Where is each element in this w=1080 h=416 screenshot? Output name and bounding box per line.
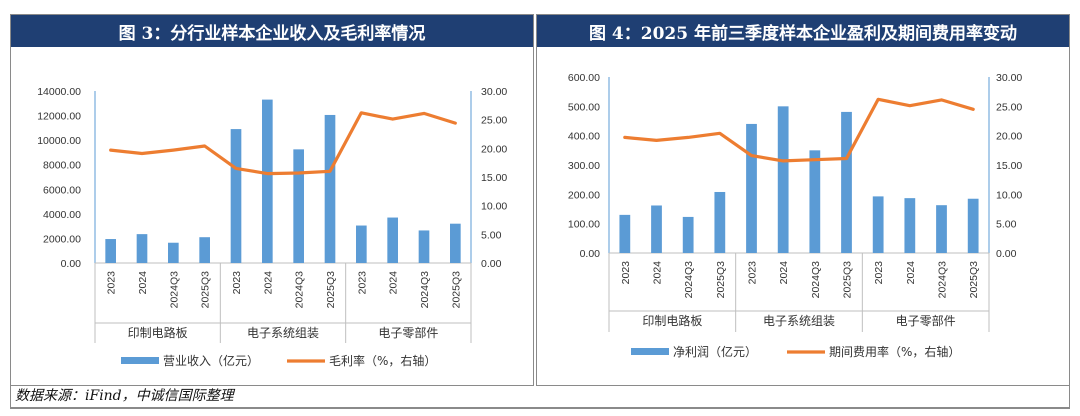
bottom-divider xyxy=(10,408,1070,409)
bar-fig4-3 xyxy=(714,191,726,253)
source-note: 数据来源：iFind，中诚信国际整理 xyxy=(10,386,1070,408)
right-axis-tick-label: 5.00 xyxy=(481,229,502,241)
group-label: 电子零部件 xyxy=(378,325,438,340)
legend-bar-swatch xyxy=(121,357,159,364)
left-axis-tick-label: 4000.00 xyxy=(43,209,81,221)
category-label: 2025Q3 xyxy=(715,261,727,299)
figure-3-title: 图 3：分行业样本企业收入及毛利率情况 xyxy=(11,15,533,47)
right-axis-tick-label: 15.00 xyxy=(996,160,1022,172)
left-axis-tick-label: 300.00 xyxy=(568,160,600,172)
left-axis-tick-label: 400.00 xyxy=(568,131,600,143)
category-label: 2023 xyxy=(620,261,632,285)
right-axis-tick-label: 15.00 xyxy=(481,172,507,184)
bar-fig3-9 xyxy=(387,217,398,263)
left-axis-tick-label: 500.00 xyxy=(568,101,600,113)
category-label: 2024 xyxy=(388,271,400,295)
legend-bar-label: 营业收入（亿元） xyxy=(163,353,259,368)
line-series-fig4 xyxy=(623,97,975,163)
bar-fig4-10 xyxy=(936,205,947,253)
category-label: 2024 xyxy=(652,261,664,285)
bar-fig4-8 xyxy=(872,196,884,253)
left-axis-tick-label: 0.00 xyxy=(580,248,601,260)
left-axis-tick-label: 200.00 xyxy=(568,189,600,201)
category-label: 2025Q3 xyxy=(968,261,980,299)
bar-fig3-0 xyxy=(105,239,116,263)
left-axis-tick-label: 8000.00 xyxy=(43,160,81,172)
left-axis-tick-label: 6000.00 xyxy=(43,184,81,196)
category-label: 2024 xyxy=(262,271,274,295)
left-axis-tick-label: 0.00 xyxy=(61,258,82,270)
right-axis-tick-label: 10.00 xyxy=(481,201,507,213)
category-label: 2025Q3 xyxy=(450,271,462,309)
right-axis-tick-label: 30.00 xyxy=(481,86,507,98)
group-label: 电子零部件 xyxy=(896,313,956,328)
figure-3-chart: 0.00 2000.00 4000.00 6000.00 8000.00 10000.00… xyxy=(37,86,507,368)
bar-fig3-5 xyxy=(262,99,273,263)
right-axis-tick-label: 0.00 xyxy=(481,258,502,270)
left-axis-tick-label: 14000.00 xyxy=(37,86,81,98)
category-label: 2024 xyxy=(778,261,790,285)
category-label: 2025Q3 xyxy=(200,271,212,309)
right-axis-tick-label: 25.00 xyxy=(481,115,507,127)
right-axis-tick-label: 0.00 xyxy=(996,248,1017,260)
legend-bar-swatch xyxy=(631,348,669,355)
bar-fig4-5 xyxy=(777,106,789,253)
right-axis-tick-label: 20.00 xyxy=(481,143,507,155)
right-axis-tick-label: 20.00 xyxy=(996,131,1022,143)
category-label: 2024Q3 xyxy=(294,271,306,309)
bar-fig4-1 xyxy=(651,205,662,253)
figure-4-chart: 0.00 100.00 200.00 300.00 400.00 500.00 600.00… xyxy=(568,72,1023,359)
category-label: 2024Q3 xyxy=(810,261,822,299)
bar-fig4-2 xyxy=(682,216,694,253)
bar-fig3-11 xyxy=(450,223,461,263)
left-axis-tick-label: 100.00 xyxy=(568,219,600,231)
left-axis-tick-label: 10000.00 xyxy=(37,135,81,147)
bar-fig3-3 xyxy=(199,237,210,263)
group-label: 印制电路板 xyxy=(642,313,702,328)
legend-line-label: 毛利率（%，右轴） xyxy=(329,353,436,368)
bar-fig3-4 xyxy=(230,129,242,263)
group-label: 印制电路板 xyxy=(128,325,188,340)
legend-bar-label: 净利润（亿元） xyxy=(673,344,757,359)
right-axis-tick-label: 5.00 xyxy=(996,219,1017,231)
legend-line-label: 期间费用率（%，右轴） xyxy=(829,344,960,359)
line-series-fig3 xyxy=(109,111,457,176)
bar-fig3-1 xyxy=(136,234,148,263)
bar-fig4-6 xyxy=(809,150,821,253)
group-label: 电子系统组装 xyxy=(763,314,835,328)
category-label: 2025Q3 xyxy=(325,271,337,309)
right-axis-tick-label: 25.00 xyxy=(996,101,1022,113)
right-axis-tick-label: 10.00 xyxy=(996,189,1022,201)
bar-fig3-6 xyxy=(293,149,304,263)
bar-fig3-8 xyxy=(356,225,367,263)
figure-4-panel: 图 4：2025 年前三季度样本企业盈利及期间费用率变动 0.00 100.00 2… xyxy=(536,14,1070,386)
category-label: 2024Q3 xyxy=(937,261,949,299)
bar-fig4-9 xyxy=(904,198,916,253)
category-label: 2023 xyxy=(747,261,759,285)
category-label: 2023 xyxy=(873,261,885,285)
figure-4-title: 图 4：2025 年前三季度样本企业盈利及期间费用率变动 xyxy=(537,15,1069,47)
category-label: 2024 xyxy=(137,271,149,295)
left-axis-tick-label: 600.00 xyxy=(568,72,600,84)
category-label: 2024 xyxy=(905,261,917,285)
category-label: 2024Q3 xyxy=(419,271,431,309)
left-axis-tick-label: 2000.00 xyxy=(43,233,81,245)
bar-fig3-2 xyxy=(168,242,179,263)
bar-fig4-4 xyxy=(746,123,757,253)
category-label: 2024Q3 xyxy=(683,261,695,299)
bar-fig4-0 xyxy=(619,214,631,253)
category-label: 2024Q3 xyxy=(168,271,180,309)
figure-3-panel: 图 3：分行业样本企业收入及毛利率情况 0.00 2000.00 4000.00 60… xyxy=(10,14,534,386)
category-label: 2023 xyxy=(106,271,118,295)
category-label: 2023 xyxy=(356,271,368,295)
category-label: 2025Q3 xyxy=(842,261,854,299)
right-axis-tick-label: 30.00 xyxy=(996,72,1022,84)
bar-fig3-10 xyxy=(418,230,430,263)
bar-fig3-7 xyxy=(324,114,336,263)
left-axis-tick-label: 12000.00 xyxy=(37,111,81,123)
category-label: 2023 xyxy=(231,271,243,295)
bar-fig4-7 xyxy=(841,111,852,253)
group-label: 电子系统组装 xyxy=(247,326,319,340)
bar-fig4-11 xyxy=(967,198,979,253)
